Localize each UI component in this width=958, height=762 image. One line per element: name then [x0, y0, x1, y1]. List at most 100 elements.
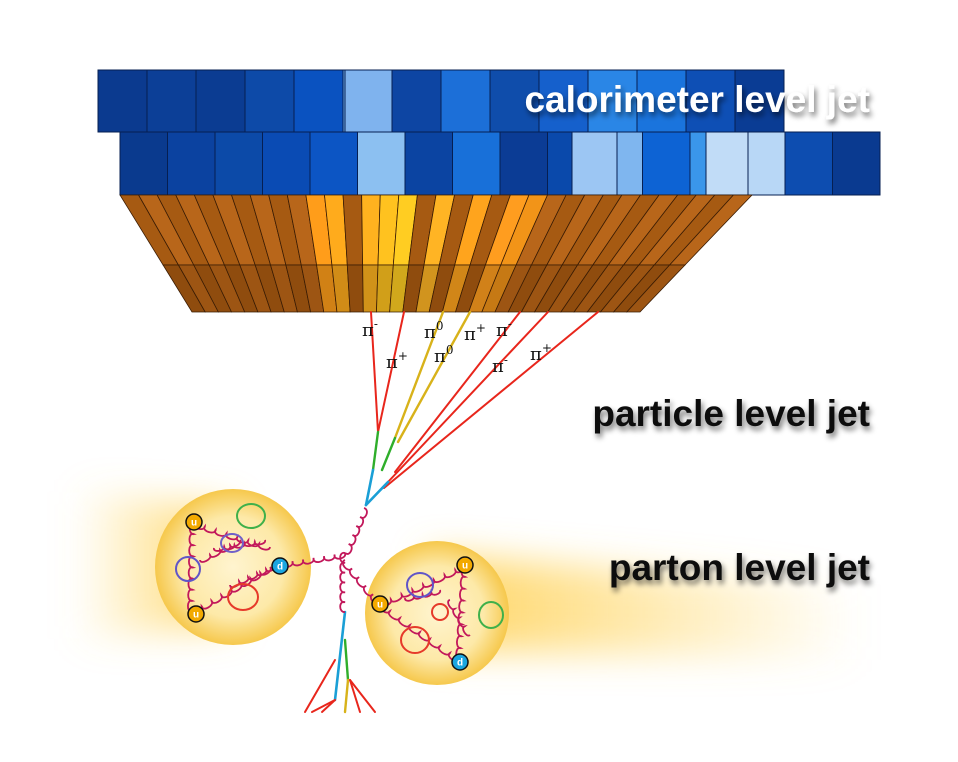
hcal-bottom-cell	[214, 131, 263, 196]
quark-loop	[478, 601, 504, 629]
quark-loop	[236, 503, 266, 529]
quark-loop	[400, 626, 430, 654]
hcal-top-cell	[685, 69, 736, 133]
pion-track	[377, 311, 405, 433]
hcal-bottom-cell	[167, 131, 216, 196]
quark-label: u	[377, 600, 383, 611]
ecal-back-cell	[625, 264, 686, 313]
gluon-line	[341, 559, 381, 606]
quark-track	[333, 610, 347, 702]
quark-label: u	[193, 610, 199, 621]
hcal-top-cell	[587, 69, 638, 133]
right-jet-glow	[430, 555, 860, 660]
pion-track	[311, 699, 336, 713]
gluon-track	[371, 430, 380, 472]
pion-track	[393, 310, 445, 440]
hcal-top-cell	[146, 69, 197, 133]
pion-symbol: π	[492, 356, 504, 377]
hcal-bottom-cell	[404, 131, 453, 196]
gluon-line	[187, 521, 197, 613]
quark-label: d	[457, 658, 463, 669]
pion-label: π-	[496, 317, 512, 341]
pion-charge: 0	[436, 319, 444, 333]
pion-charge: +	[542, 341, 552, 355]
hcal-bottom-cell	[832, 131, 881, 196]
hcal-top-cell	[489, 69, 540, 133]
gluon-line	[229, 564, 277, 589]
gluon-track	[343, 638, 350, 682]
pion-symbol: π	[386, 352, 398, 373]
quark-loop	[220, 533, 244, 553]
pion-charge: +	[398, 349, 408, 363]
hcal-top-cell	[636, 69, 687, 133]
gluon-line	[379, 564, 468, 608]
hcal-bottom-cell	[784, 131, 833, 196]
quark-loop	[227, 583, 259, 611]
particle-label: particle level jet	[592, 393, 870, 434]
pion-charge: -	[504, 353, 508, 367]
quark-label: u	[462, 561, 468, 572]
hcal-hot-cell	[705, 131, 749, 196]
quark-loop	[431, 603, 449, 621]
pion-symbol: π	[464, 324, 476, 345]
hcal-top-cell	[195, 69, 246, 133]
gluon-line	[455, 563, 469, 661]
pion-track	[321, 699, 336, 713]
quark-label: d	[277, 562, 283, 573]
quark-u-marker	[456, 556, 474, 574]
ecal-back-cell	[362, 264, 379, 313]
calorimeter-ecal-layer	[119, 194, 753, 313]
hcal-bottom-cell	[499, 131, 548, 196]
hcal-top-cell	[440, 69, 491, 133]
quark-track	[364, 468, 375, 507]
gluon-line	[213, 538, 266, 552]
gluon-lines	[187, 507, 471, 663]
hcal-hot-cell	[344, 69, 393, 133]
pion-label: π-	[362, 317, 378, 341]
calorimeter-label: calorimeter level jet	[524, 79, 870, 120]
quark-d-marker	[451, 653, 469, 671]
pion-label: π-	[492, 353, 508, 377]
hadron-right	[365, 541, 509, 685]
pion-track	[387, 311, 549, 483]
gluon-line	[447, 599, 471, 637]
pion-label: π+	[464, 321, 486, 345]
particle-tracks	[304, 310, 599, 714]
hcal-top-cell	[97, 69, 148, 133]
ecal-back-cell	[346, 264, 364, 313]
pion-symbol: π	[362, 320, 374, 341]
quark-u-marker	[371, 595, 389, 613]
hcal-bottom-cell	[309, 131, 358, 196]
hcal-top-cell	[391, 69, 442, 133]
quark-loop	[175, 556, 201, 582]
quark-u-marker	[187, 605, 205, 623]
quark-track	[364, 480, 390, 507]
pion-track	[349, 679, 361, 713]
quark-loops	[175, 503, 504, 654]
pion-track	[304, 659, 336, 713]
pion-symbol: π	[496, 320, 508, 341]
parton-label: parton level jet	[609, 547, 870, 588]
gluon-line	[344, 507, 368, 555]
hcal-top-cell	[734, 69, 785, 133]
pion-track	[396, 310, 472, 444]
quark-d-marker	[271, 557, 289, 575]
hcal-top-cell	[293, 69, 344, 133]
gluon-line	[377, 603, 461, 663]
hadron-right-ball	[365, 541, 509, 685]
pion-label: π+	[386, 349, 408, 373]
pion-charge: -	[508, 317, 512, 331]
gluon-line	[281, 552, 346, 568]
quark-u-marker	[185, 513, 203, 531]
pion-track	[343, 678, 350, 714]
pion-charge: -	[374, 317, 378, 331]
pion-symbol: π	[530, 344, 542, 365]
quark-label: u	[191, 518, 197, 529]
pion-charge: +	[476, 321, 486, 335]
hcal-bottom-cell	[357, 131, 406, 196]
pion-label: π+	[530, 341, 552, 365]
hcal-hot-cell	[571, 131, 618, 196]
hcal-bottom-cell	[262, 131, 311, 196]
